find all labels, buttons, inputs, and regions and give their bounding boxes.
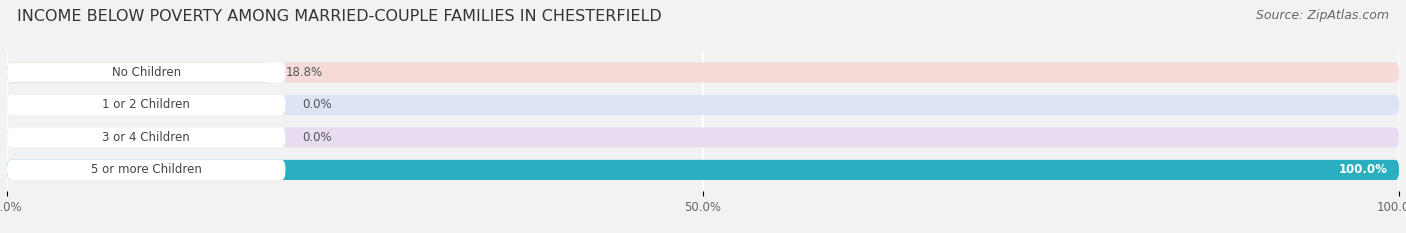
FancyBboxPatch shape (7, 160, 285, 180)
Text: No Children: No Children (111, 66, 181, 79)
Text: 3 or 4 Children: 3 or 4 Children (103, 131, 190, 144)
FancyBboxPatch shape (7, 160, 1399, 180)
FancyBboxPatch shape (7, 62, 269, 82)
FancyBboxPatch shape (7, 95, 1399, 115)
FancyBboxPatch shape (7, 127, 285, 147)
Text: 5 or more Children: 5 or more Children (91, 163, 201, 176)
Text: 100.0%: 100.0% (1339, 163, 1388, 176)
Text: 18.8%: 18.8% (285, 66, 322, 79)
FancyBboxPatch shape (7, 62, 1399, 82)
FancyBboxPatch shape (7, 62, 285, 82)
Text: 0.0%: 0.0% (302, 131, 332, 144)
Text: Source: ZipAtlas.com: Source: ZipAtlas.com (1256, 9, 1389, 22)
Text: 1 or 2 Children: 1 or 2 Children (103, 98, 190, 111)
Text: INCOME BELOW POVERTY AMONG MARRIED-COUPLE FAMILIES IN CHESTERFIELD: INCOME BELOW POVERTY AMONG MARRIED-COUPL… (17, 9, 662, 24)
Text: 0.0%: 0.0% (302, 98, 332, 111)
FancyBboxPatch shape (7, 127, 1399, 147)
FancyBboxPatch shape (7, 160, 1399, 180)
FancyBboxPatch shape (7, 95, 285, 115)
